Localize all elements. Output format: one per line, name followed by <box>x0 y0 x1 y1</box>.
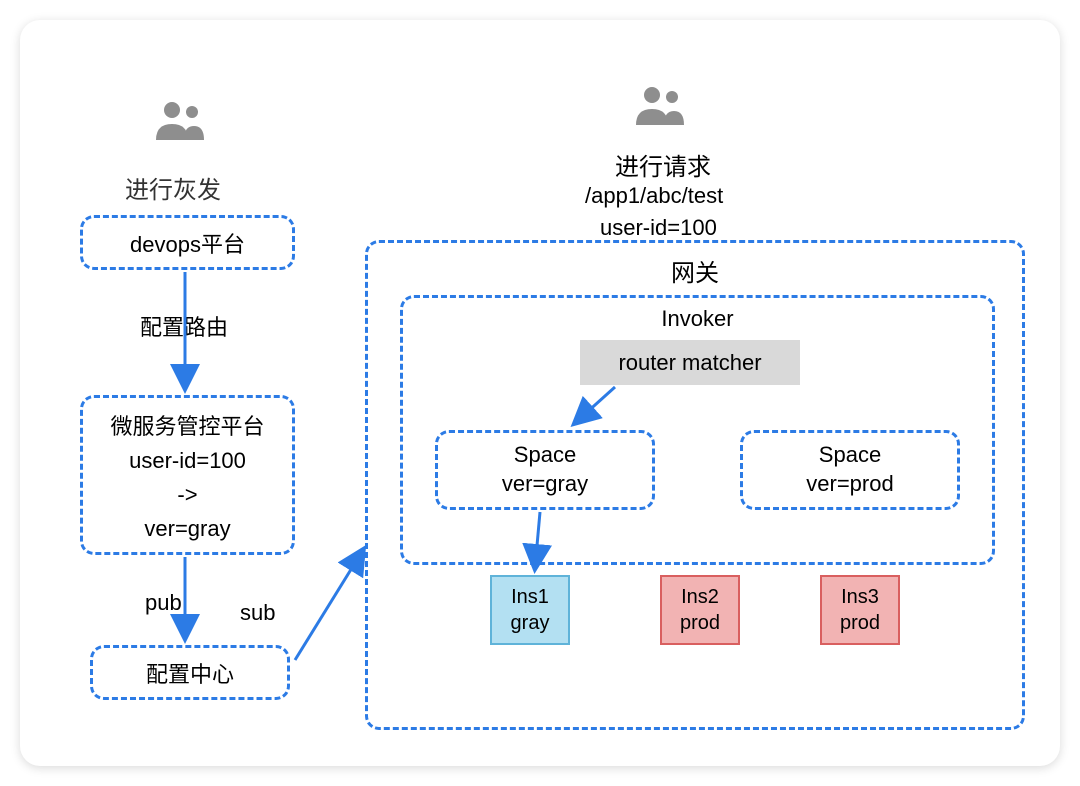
right-subtitle1: /app1/abc/test <box>585 183 723 209</box>
diagram-card: 进行灰发 devops平台 配置路由 微服务管控平台 user-id=100 -… <box>20 20 1060 766</box>
ins3-l1: Ins3 <box>841 584 879 610</box>
ins1-box: Ins1 gray <box>490 575 570 645</box>
space-gray-l2: ver=gray <box>502 470 588 499</box>
right-subtitle2: user-id=100 <box>600 215 717 241</box>
gateway-label: 网关 <box>671 253 719 288</box>
ins2-l1: Ins2 <box>681 584 719 610</box>
ins1-l1: Ins1 <box>511 584 549 610</box>
people-icon-right <box>630 85 690 125</box>
micro-line2: user-id=100 <box>129 444 246 478</box>
space-prod-l1: Space <box>819 441 881 470</box>
left-title: 进行灰发 <box>125 170 221 205</box>
space-prod-box: Space ver=prod <box>740 430 960 510</box>
space-prod-l2: ver=prod <box>806 470 893 499</box>
pub-label: pub <box>145 590 182 616</box>
router-matcher-label: router matcher <box>618 350 761 376</box>
micro-line3: -> <box>177 478 197 512</box>
right-title: 进行请求 <box>615 147 711 182</box>
config-box: 配置中心 <box>90 645 290 700</box>
devops-box: devops平台 <box>80 215 295 270</box>
ins1-l2: gray <box>511 610 550 636</box>
ins2-l2: prod <box>680 610 720 636</box>
micro-line1: 微服务管控平台 <box>110 410 264 444</box>
micro-line4: ver=gray <box>144 512 230 546</box>
route-label: 配置路由 <box>140 310 228 342</box>
ins3-box: Ins3 prod <box>820 575 900 645</box>
space-gray-l1: Space <box>514 441 576 470</box>
micro-box: 微服务管控平台 user-id=100 -> ver=gray <box>80 395 295 555</box>
devops-label: devops平台 <box>130 227 245 259</box>
sub-label: sub <box>240 600 275 626</box>
people-icon-left <box>150 100 210 140</box>
config-label: 配置中心 <box>146 657 234 689</box>
ins2-box: Ins2 prod <box>660 575 740 645</box>
router-matcher-box: router matcher <box>580 340 800 385</box>
ins3-l2: prod <box>840 610 880 636</box>
invoker-label: Invoker <box>661 306 733 332</box>
space-gray-box: Space ver=gray <box>435 430 655 510</box>
